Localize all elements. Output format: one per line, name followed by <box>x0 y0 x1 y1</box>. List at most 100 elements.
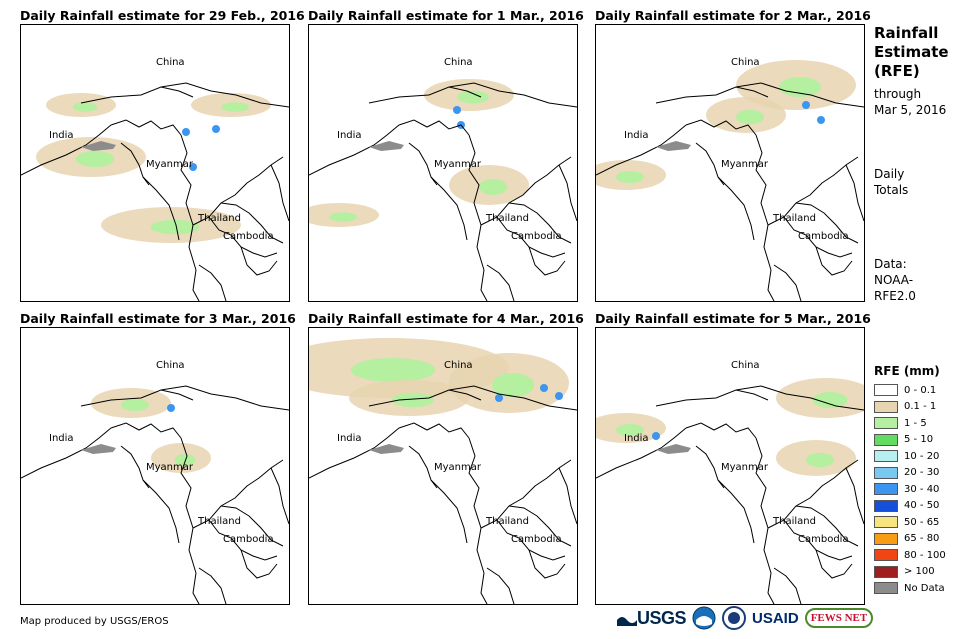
boundary-line <box>773 567 802 604</box>
boundary-line <box>815 549 853 579</box>
boundary-line <box>735 385 864 411</box>
rainfall-panel-1: Daily Rainfall estimate for 29 Feb., 201… <box>20 8 310 308</box>
moderate-rain-area <box>479 179 507 195</box>
boundary-line <box>192 459 284 529</box>
legend-swatch <box>874 400 898 413</box>
boundary-line <box>430 176 468 241</box>
boundary-line <box>180 437 200 604</box>
boundary-line <box>160 385 289 411</box>
boundary-line <box>240 549 278 579</box>
panel-title: Daily Rainfall estimate for 2 Mar., 2016 <box>595 8 871 23</box>
legend-label: 80 - 100 <box>904 549 946 561</box>
legend-swatch <box>874 384 898 397</box>
boundary-line <box>220 505 284 547</box>
boundary-line <box>240 246 278 276</box>
moderate-rain-area <box>150 219 200 235</box>
legend-label: 50 - 65 <box>904 516 940 528</box>
legend-swatch <box>874 565 898 578</box>
heavy-rain-spot <box>189 163 197 171</box>
legend-item: No Data <box>874 580 946 597</box>
boundary-line <box>558 164 577 222</box>
boundary-line <box>655 86 769 104</box>
heavy-rain-spot <box>453 106 461 114</box>
rainfall-panel-6: Daily Rainfall estimate for 5 Mar., 2016… <box>595 311 885 611</box>
totals-label: Totals <box>874 183 909 197</box>
country-label-cambodia: Cambodia <box>798 534 849 545</box>
boundary-line <box>448 82 577 108</box>
moderate-rain-area <box>121 399 149 411</box>
moderate-rain-area <box>174 454 196 466</box>
moderate-rain-area <box>492 373 534 397</box>
legend-item: 1 - 5 <box>874 415 946 432</box>
legend-item: 0.1 - 1 <box>874 399 946 416</box>
legend-title: RFE (mm) <box>874 364 940 378</box>
rainfall-map: China India Myanmar Thailand Cambodia <box>308 327 578 605</box>
moderate-rain-area <box>351 358 435 382</box>
heavy-rain-spot <box>167 404 175 412</box>
boundary-line <box>717 176 755 241</box>
legend-label: 0.1 - 1 <box>904 401 937 413</box>
boundary-line <box>655 389 769 407</box>
country-label-india: India <box>624 130 649 141</box>
boundary-line <box>110 422 182 439</box>
boundary-line <box>717 479 755 544</box>
data-source-line: RFE2.0 <box>874 289 916 303</box>
heavy-rain-spot <box>182 128 190 136</box>
country-label-thailand: Thailand <box>772 213 816 224</box>
country-label-myanmar: Myanmar <box>146 462 194 473</box>
usgs-logo-text: USGS <box>637 607 687 628</box>
rainfall-map: China India Myanmar Thailand Cambodia <box>20 24 290 302</box>
panel-title: Daily Rainfall estimate for 29 Feb., 201… <box>20 8 305 23</box>
sidebar-title-line: (RFE) <box>874 62 920 80</box>
legend-item: 5 - 10 <box>874 432 946 449</box>
boundary-line <box>398 422 470 439</box>
moderate-rain-area <box>329 212 357 222</box>
end-date: Mar 5, 2016 <box>874 103 947 117</box>
boundary-line <box>309 124 400 176</box>
no-data-area <box>656 141 691 151</box>
boundary-line <box>270 164 289 222</box>
boundary-line <box>80 389 194 407</box>
country-label-myanmar: Myanmar <box>146 159 194 170</box>
dhs-logo <box>722 606 747 630</box>
legend-label: 10 - 20 <box>904 450 940 462</box>
boundary-line <box>192 156 284 226</box>
moderate-rain-area <box>616 424 644 436</box>
rainfall-panel-4: Daily Rainfall estimate for 3 Mar., 2016… <box>20 311 310 611</box>
boundary-line <box>80 86 194 104</box>
legend-label: 30 - 40 <box>904 483 940 495</box>
boundary-line <box>767 459 859 529</box>
boundary-line <box>142 176 180 241</box>
moderate-rain-area <box>812 392 848 408</box>
country-label-myanmar: Myanmar <box>721 462 769 473</box>
panel-title: Daily Rainfall estimate for 5 Mar., 2016 <box>595 311 871 326</box>
legend-item: 50 - 65 <box>874 514 946 531</box>
moderate-rain-area <box>736 109 764 125</box>
legend-item: 30 - 40 <box>874 481 946 498</box>
country-label-thailand: Thailand <box>197 213 241 224</box>
boundary-line <box>180 134 200 301</box>
boundary-line <box>468 134 488 301</box>
country-label-india: India <box>49 433 74 444</box>
boundary-line <box>309 427 400 479</box>
legend-item: 80 - 100 <box>874 547 946 564</box>
boundary-line <box>685 422 757 439</box>
country-label-cambodia: Cambodia <box>223 534 274 545</box>
country-label-myanmar: Myanmar <box>434 462 482 473</box>
legend-swatch <box>874 532 898 545</box>
boundary-line <box>685 119 757 136</box>
boundary-line <box>368 86 482 104</box>
country-label-india: India <box>337 130 362 141</box>
country-label-cambodia: Cambodia <box>223 231 274 242</box>
moderate-rain-area <box>806 452 834 468</box>
map-credit: Map produced by USGS/EROS <box>20 616 169 627</box>
rainfall-panel-5: Daily Rainfall estimate for 4 Mar., 2016… <box>308 311 598 611</box>
boundary-line <box>480 459 572 529</box>
boundary-line <box>815 246 853 276</box>
noaa-seal-icon <box>692 606 716 630</box>
moderate-rain-area <box>457 90 489 104</box>
rainfall-map: China India Myanmar Thailand Cambodia <box>595 24 865 302</box>
data-source: Data: NOAA- RFE2.0 <box>874 256 916 304</box>
panel-title: Daily Rainfall estimate for 1 Mar., 2016 <box>308 8 584 23</box>
usaid-logo: USAID <box>752 610 799 627</box>
